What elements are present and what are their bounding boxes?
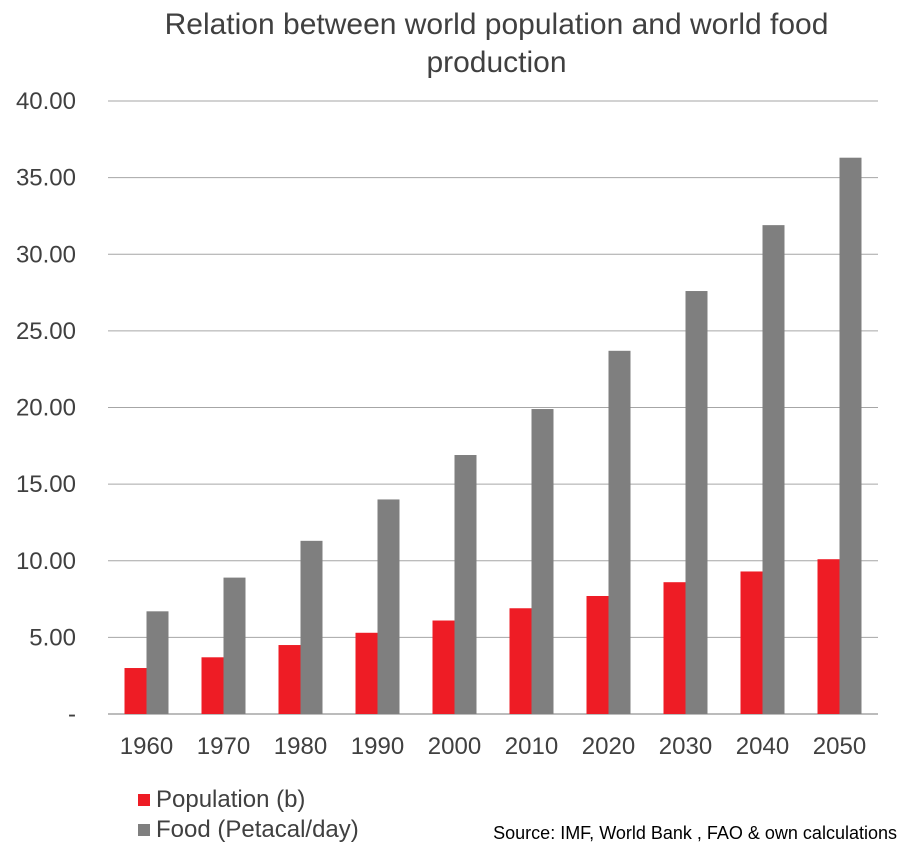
bar-population xyxy=(278,645,301,714)
x-tick-label: 2020 xyxy=(582,733,635,760)
bar-population xyxy=(586,595,609,714)
bar-chart-plot: - 5.00 10.00 15.00 20.00 25.00 30.00 35.00 40.00… xyxy=(16,88,878,760)
chart-title-line-1: Relation between world population and wo… xyxy=(164,8,829,41)
bar-population xyxy=(124,668,147,714)
legend-item-population: Population (b) xyxy=(138,785,359,815)
legend-swatch-population xyxy=(138,794,150,806)
bar-food xyxy=(377,499,400,714)
bar-food xyxy=(531,409,554,714)
bar-food xyxy=(300,540,323,714)
x-tick-label: 2010 xyxy=(505,733,558,760)
source-note: Source: IMF, World Bank , FAO & own calc… xyxy=(493,823,897,843)
x-tick-label: 2030 xyxy=(659,733,712,760)
legend: Population (b) Food (Petacal/day) xyxy=(138,785,359,845)
bar-food xyxy=(146,611,169,714)
legend-item-food: Food (Petacal/day) xyxy=(138,815,359,845)
bar-population xyxy=(509,608,532,714)
x-tick-label: 2050 xyxy=(813,733,866,760)
bar-food xyxy=(762,225,785,714)
bar-population xyxy=(663,582,686,714)
bar-population xyxy=(355,632,378,714)
y-tick-label: 40.00 xyxy=(16,88,76,115)
legend-swatch-food xyxy=(138,824,150,836)
y-tick-label: 5.00 xyxy=(29,624,76,651)
y-tick-label: 30.00 xyxy=(16,241,76,268)
legend-label-population: Population (b) xyxy=(156,786,306,813)
legend-label-food: Food (Petacal/day) xyxy=(156,816,359,843)
x-tick-label: 2040 xyxy=(736,733,789,760)
y-tick-label: - xyxy=(68,701,76,728)
y-tick-label: 10.00 xyxy=(16,548,76,575)
y-tick-label: 15.00 xyxy=(16,471,76,498)
y-tick-label: 35.00 xyxy=(16,165,76,192)
chart-title: Relation between world population and wo… xyxy=(90,6,903,82)
x-tick-label: 1990 xyxy=(351,733,404,760)
x-tick-label: 1980 xyxy=(274,733,327,760)
bar-food xyxy=(608,350,631,714)
bar-food xyxy=(454,455,477,714)
x-tick-label: 1960 xyxy=(120,733,173,760)
bar-population xyxy=(201,657,224,714)
bar-food xyxy=(223,577,246,714)
bar-food xyxy=(685,291,708,714)
bar-population xyxy=(740,571,763,714)
bar-food xyxy=(839,157,862,714)
y-tick-label: 25.00 xyxy=(16,318,76,345)
chart-title-line-2: production xyxy=(426,46,567,79)
bar-population xyxy=(817,559,840,714)
bar-population xyxy=(432,620,455,714)
x-tick-label: 2000 xyxy=(428,733,481,760)
y-tick-label: 20.00 xyxy=(16,395,76,422)
x-tick-label: 1970 xyxy=(197,733,250,760)
